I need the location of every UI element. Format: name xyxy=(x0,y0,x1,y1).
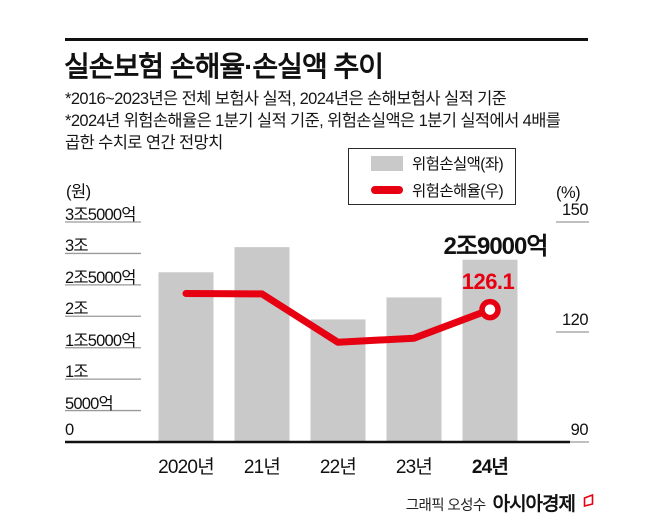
brand-logo-text: 아시아경제 xyxy=(492,494,576,515)
bar-value-callout: 2조9000억 xyxy=(443,233,549,260)
x-label-21년: 21년 xyxy=(243,457,281,478)
left-tick-label-30000: 3조 xyxy=(65,237,89,256)
right-tick-label-150: 150 xyxy=(561,201,589,219)
credit-byline: 그래픽 오성수 xyxy=(405,498,486,514)
last-point-marker xyxy=(479,298,501,321)
x-label-22년: 22년 xyxy=(319,457,357,478)
line-value-callout: 126.1 xyxy=(461,269,515,294)
footnote-line-2: *2024년 위험손해율은 1분기 실적 기준, 위험손실액은 1분기 실적에서… xyxy=(65,112,561,130)
footnotes: *2016~2023년은 전체 보험사 실적, 2024년은 손해보험사 실적 … xyxy=(65,88,561,154)
x-label-2020년: 2020년 xyxy=(158,457,215,478)
left-tick-label-5000: 5000억 xyxy=(65,394,114,413)
page-title: 실손보험 손해율·손실액 추이 xyxy=(64,51,384,82)
loss-ratio-line xyxy=(182,290,494,346)
legend-item-loss-amount: 위험손실액(좌) xyxy=(371,152,515,174)
legend-item-loss-ratio: 위험손해율(우) xyxy=(371,179,515,201)
credit: 그래픽 오성수 아시아경제 xyxy=(406,489,594,516)
bar-24년 xyxy=(462,259,518,442)
legend: 위험손실액(좌) 위험손해율(우) xyxy=(348,148,516,205)
bar-23년 xyxy=(386,297,442,442)
left-tick-label-0: 0 xyxy=(65,421,74,439)
bar-21년 xyxy=(234,247,290,442)
right-tick-label-120: 120 xyxy=(561,311,589,329)
bar-2020년 xyxy=(158,272,214,442)
top-rule xyxy=(65,38,588,41)
legend-label: 위험손해율(우) xyxy=(412,183,504,200)
brand-flag-icon xyxy=(583,494,594,507)
footnote-line-3: 곱한 수치로 연간 전망치 xyxy=(65,134,223,152)
right-axis-unit: (%) xyxy=(556,184,581,202)
left-tick-label-25000: 2조5000억 xyxy=(65,268,136,287)
left-tick-label-10000: 1조 xyxy=(65,363,89,382)
left-tick-label-35000: 3조5000억 xyxy=(65,206,136,224)
x-label-23년: 23년 xyxy=(395,457,433,478)
right-tick-label-90: 90 xyxy=(570,421,589,439)
left-axis-unit: (원) xyxy=(66,183,91,201)
legend-label: 위험손실액(좌) xyxy=(412,156,504,173)
footnote-line-1: *2016~2023년은 전체 보험사 실적, 2024년은 손해보험사 실적 … xyxy=(65,90,507,108)
bar-swatch-icon xyxy=(371,155,403,171)
left-tick-label-15000: 1조5000억 xyxy=(65,331,136,350)
line-swatch-icon xyxy=(371,186,403,194)
left-tick-label-20000: 2조 xyxy=(65,300,89,319)
x-label-24년: 24년 xyxy=(471,457,509,478)
